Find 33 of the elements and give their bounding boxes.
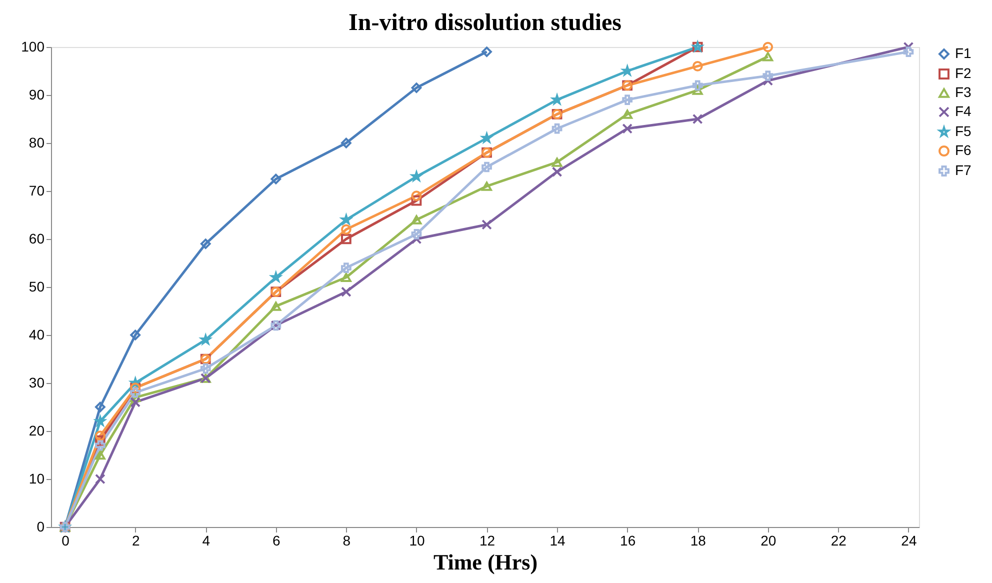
x-tick-label: 20 bbox=[760, 532, 776, 548]
x-tick-label: 18 bbox=[690, 532, 706, 548]
y-tick-label: 90 bbox=[28, 86, 45, 102]
legend-label: F5 bbox=[955, 123, 972, 139]
x-tick-label: 14 bbox=[550, 532, 566, 548]
y-tick-label: 30 bbox=[28, 374, 45, 390]
legend-label: F2 bbox=[955, 65, 972, 81]
legend-label: F6 bbox=[955, 142, 972, 158]
chart-title: In-vitro dissolution studies bbox=[348, 10, 622, 36]
x-tick-label: 8 bbox=[342, 532, 351, 548]
legend-label: F7 bbox=[955, 162, 972, 178]
x-tick-label: 0 bbox=[62, 532, 70, 548]
x-tick-label: 24 bbox=[901, 532, 917, 548]
x-tick-label: 22 bbox=[830, 532, 847, 548]
legend-label: F4 bbox=[955, 103, 972, 119]
y-tick-label: 100 bbox=[21, 38, 45, 54]
y-tick-label: 0 bbox=[36, 518, 45, 534]
x-tick-label: 10 bbox=[409, 532, 425, 548]
y-tick-label: 20 bbox=[28, 422, 45, 438]
x-tick-label: 4 bbox=[202, 532, 210, 548]
legend-label: F3 bbox=[955, 84, 972, 100]
y-tick-label: 50 bbox=[28, 278, 45, 294]
x-tick-label: 12 bbox=[479, 532, 496, 548]
x-axis-title: Time (Hrs) bbox=[433, 550, 538, 574]
y-tick-label: 80 bbox=[28, 134, 45, 150]
y-tick-label: 70 bbox=[28, 182, 45, 198]
legend-label: F1 bbox=[955, 45, 972, 61]
y-tick-label: 60 bbox=[28, 230, 45, 246]
x-tick-label: 6 bbox=[272, 532, 281, 548]
y-tick-label: 10 bbox=[28, 470, 45, 486]
x-tick-label: 2 bbox=[132, 532, 140, 548]
x-tick-label: 16 bbox=[620, 532, 636, 548]
y-tick-label: 40 bbox=[28, 326, 45, 342]
